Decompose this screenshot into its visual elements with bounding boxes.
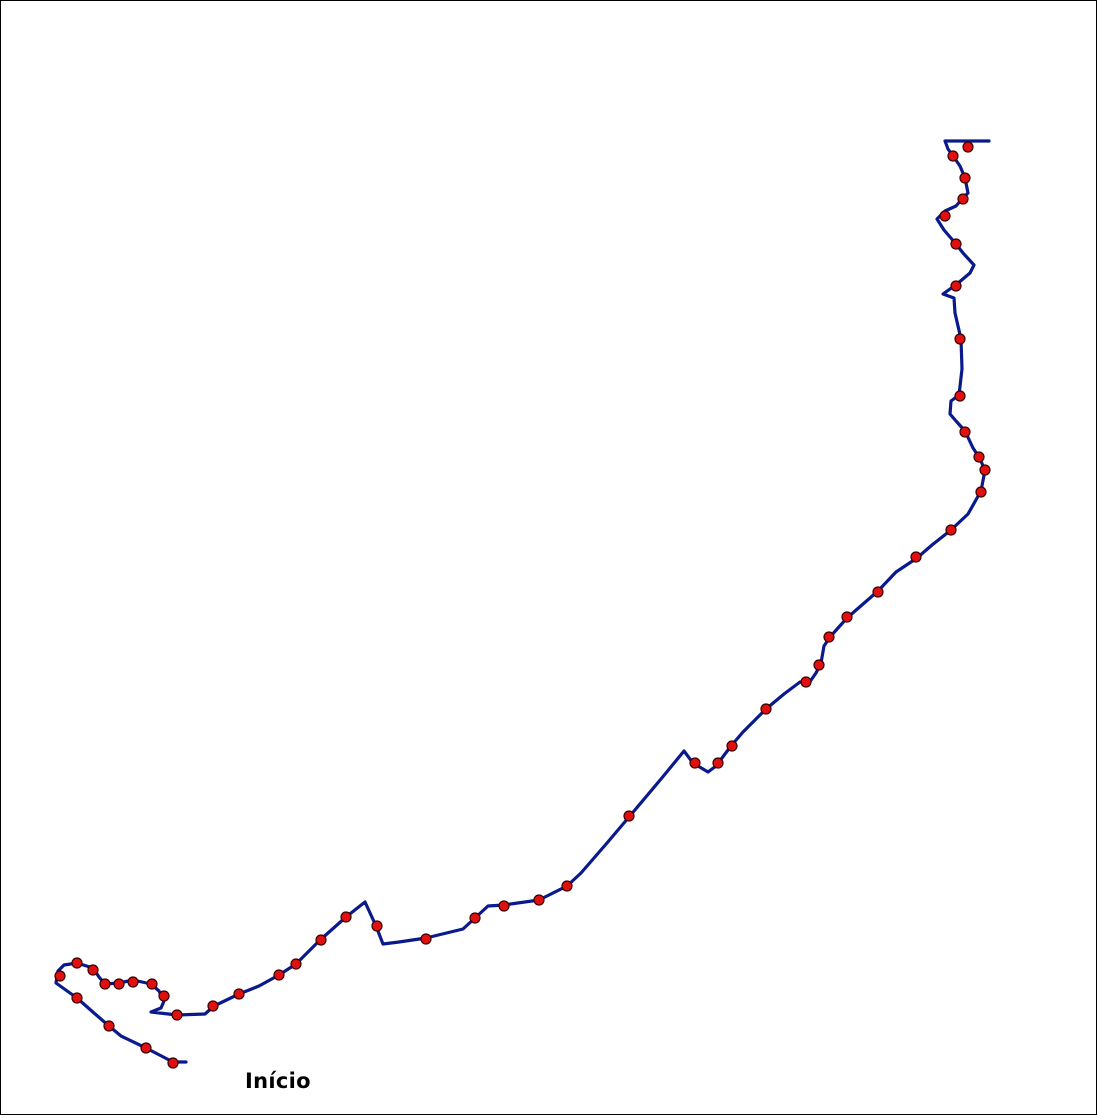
route-waypoint <box>561 880 573 892</box>
route-waypoint <box>533 894 545 906</box>
route-waypoint <box>127 976 139 988</box>
route-waypoint <box>315 934 327 946</box>
route-waypoint <box>950 238 962 250</box>
route-waypoint <box>872 586 884 598</box>
route-waypoint <box>689 757 701 769</box>
route-waypoint <box>71 992 83 1004</box>
route-waypoint <box>726 740 738 752</box>
route-waypoint <box>498 900 510 912</box>
route-waypoint <box>954 333 966 345</box>
route-waypoint <box>340 911 352 923</box>
route-waypoint <box>167 1057 179 1069</box>
route-track <box>54 139 991 1064</box>
route-waypoint <box>939 210 951 222</box>
route-waypoint <box>947 150 959 162</box>
route-waypoint <box>823 631 835 643</box>
start-label: Início <box>245 1069 311 1093</box>
route-waypoint <box>979 464 991 476</box>
route-waypoint <box>290 958 302 970</box>
route-waypoint <box>207 1000 219 1012</box>
route-waypoint <box>54 970 66 982</box>
route-waypoint <box>973 451 985 463</box>
route-waypoint <box>800 676 812 688</box>
route-waypoint <box>910 551 922 563</box>
route-waypoint <box>962 141 974 153</box>
route-waypoint <box>959 426 971 438</box>
route-waypoint <box>113 978 125 990</box>
route-waypoint <box>813 659 825 671</box>
route-waypoint <box>945 524 957 536</box>
route-waypoint <box>469 912 481 924</box>
route-waypoint <box>171 1009 183 1021</box>
route-waypoint <box>760 703 772 715</box>
route-waypoint <box>841 611 853 623</box>
route-waypoint <box>950 280 962 292</box>
route-waypoint <box>420 933 432 945</box>
route-waypoint <box>712 757 724 769</box>
route-waypoint <box>975 486 987 498</box>
route-waypoint <box>273 969 285 981</box>
route-waypoint <box>103 1020 115 1032</box>
route-waypoint <box>371 920 383 932</box>
route-waypoint <box>954 390 966 402</box>
route-waypoint <box>87 964 99 976</box>
route-waypoint <box>233 988 245 1000</box>
route-waypoint <box>957 193 969 205</box>
route-waypoint <box>99 978 111 990</box>
route-waypoint <box>71 957 83 969</box>
route-waypoint <box>140 1042 152 1054</box>
route-waypoint <box>146 978 158 990</box>
route-waypoint <box>623 810 635 822</box>
route-waypoint <box>959 172 971 184</box>
route-waypoint <box>158 990 170 1002</box>
